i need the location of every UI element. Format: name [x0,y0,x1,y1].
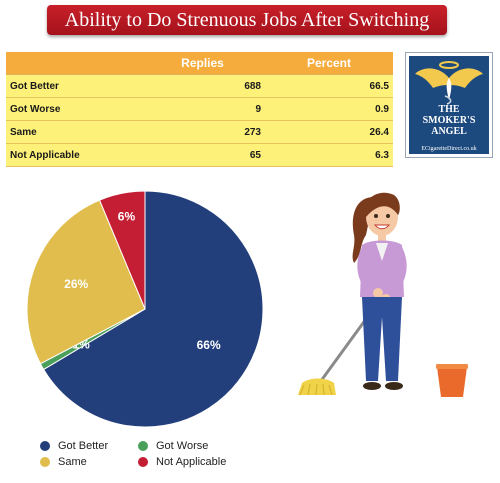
pie-chart: 66%1%26%6% [26,190,264,428]
woman-mopping-illustration [298,192,468,397]
legend-swatch-got-worse-icon [138,441,148,451]
title-banner: Ability to Do Strenuous Jobs After Switc… [47,5,447,35]
legend-label-got-worse: Got Worse [156,440,209,452]
row-label: Same [6,120,140,144]
logo-line-the: THE [438,104,460,115]
legend-swatch-not-applicable-icon [138,457,148,467]
row-replies: 9 [140,97,265,121]
chart-title: Ability to Do Strenuous Jobs After Switc… [64,9,430,31]
legend-swatch-same-icon [40,457,50,467]
logo-url: ECigaretteDirect.co.uk [421,146,477,152]
row-percent: 0.9 [265,97,393,121]
legend-item-got-worse: Got Worse [138,440,208,452]
table-header-row: Replies Percent [6,52,393,75]
pie-label-same: 26% [64,277,88,291]
row-percent: 6.3 [265,143,393,167]
logo-line-smokers: SMOKER'S [422,115,476,126]
table-row: Got Better 688 66.5 [6,74,393,98]
pie-label-not-applicable: 6% [118,209,136,223]
angel-wings-icon [415,61,483,105]
pie-slice-got-better [42,190,264,428]
legend-swatch-got-better-icon [40,441,50,451]
smokers-angel-logo: THE SMOKER'S ANGEL ECigaretteDirect.co.u… [405,52,493,158]
table-header-replies: Replies [140,52,265,75]
row-replies: 273 [140,120,265,144]
row-replies: 65 [140,143,265,167]
legend-label-same: Same [58,456,87,468]
row-percent: 66.5 [265,74,393,98]
table-row: Same 273 26.4 [6,120,393,144]
row-percent: 26.4 [265,120,393,144]
legend-item-same: Same [40,456,87,468]
pie-slice-same [26,199,146,365]
row-label: Got Worse [6,97,140,121]
legend-label-not-applicable: Not Applicable [156,456,227,468]
legend-item-got-better: Got Better [40,440,108,452]
row-replies: 688 [140,74,265,98]
pie-label-got-better: 66% [197,338,221,352]
logo-line-angel: ANGEL [431,126,467,137]
table-row: Not Applicable 65 6.3 [6,143,393,167]
pie-slice-not-applicable [98,190,146,310]
table-header-blank [6,52,140,75]
table-row: Got Worse 9 0.9 [6,97,393,121]
legend-item-not-applicable: Not Applicable [138,456,226,468]
table-header-percent: Percent [265,52,393,75]
row-label: Got Better [6,74,140,98]
data-table: Replies Percent Got Better 688 66.5 Got … [6,52,393,167]
legend-label-got-better: Got Better [58,440,109,452]
row-label: Not Applicable [6,143,140,167]
